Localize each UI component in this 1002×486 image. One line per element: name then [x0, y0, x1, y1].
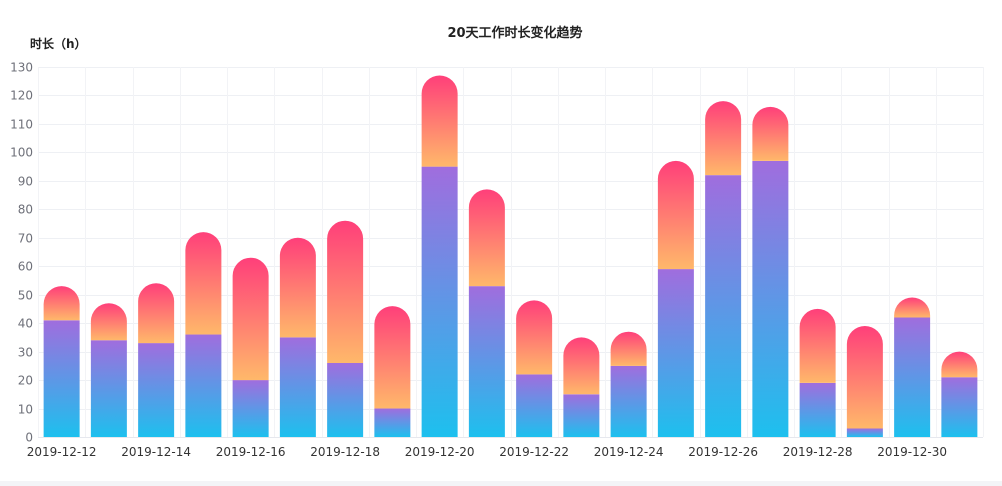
x-tick-label: 2019-12-12	[27, 445, 97, 459]
bar-segment-base[interactable]	[941, 377, 978, 437]
y-tick-label: 40	[18, 317, 33, 331]
bar-segment-base[interactable]	[516, 374, 553, 437]
x-tick-label: 2019-12-18	[310, 445, 380, 459]
bar-segment-top[interactable]	[516, 300, 553, 375]
y-tick-label: 0	[25, 431, 33, 445]
bar-segment-top[interactable]	[799, 308, 836, 383]
x-tick-label: 2019-12-28	[783, 445, 853, 459]
bar-segment-base[interactable]	[799, 382, 836, 437]
y-tick-label: 80	[18, 203, 33, 217]
grid	[38, 67, 984, 437]
y-tick-label: 110	[10, 118, 33, 132]
y-tick-label: 50	[18, 289, 33, 303]
x-tick-label: 2019-12-16	[216, 445, 286, 459]
bar-segment-base[interactable]	[374, 408, 411, 437]
y-tick-label: 10	[18, 403, 33, 417]
bar-segment-base[interactable]	[43, 320, 80, 437]
bar-segment-top[interactable]	[894, 297, 931, 318]
bar-segment-top[interactable]	[421, 75, 458, 167]
bar-segment-base[interactable]	[421, 166, 458, 437]
bar-segment-base[interactable]	[610, 365, 647, 437]
bar-segment-base[interactable]	[657, 269, 694, 437]
y-axis-label: 时长（h）	[30, 36, 87, 51]
bottom-strip	[0, 481, 1002, 486]
bar-segment-base[interactable]	[138, 343, 175, 437]
bar-segment-top[interactable]	[185, 232, 222, 335]
bar-segment-base[interactable]	[468, 286, 505, 437]
x-tick-label: 2019-12-20	[405, 445, 475, 459]
x-tick-label: 2019-12-14	[121, 445, 191, 459]
bar-segment-top[interactable]	[941, 351, 978, 378]
bar-segment-top[interactable]	[657, 160, 694, 270]
y-tick-label: 120	[10, 89, 33, 103]
bar-segment-base[interactable]	[894, 317, 931, 437]
y-tick-label: 30	[18, 346, 33, 360]
y-tick-label: 130	[10, 61, 33, 75]
bar-segment-base[interactable]	[563, 394, 600, 437]
bar-segment-base[interactable]	[846, 428, 883, 437]
y-tick-label: 100	[10, 146, 33, 160]
x-tick-label: 2019-12-30	[877, 445, 947, 459]
bar-segment-top[interactable]	[232, 257, 269, 381]
bar-segment-base[interactable]	[232, 380, 269, 437]
x-tick-label: 2019-12-26	[688, 445, 758, 459]
bar-segment-base[interactable]	[90, 340, 127, 437]
y-tick-label: 20	[18, 374, 33, 388]
bar-segment-top[interactable]	[752, 106, 789, 161]
bar-segment-top[interactable]	[374, 306, 411, 409]
bar-segment-base[interactable]	[327, 363, 364, 437]
bar-segment-top[interactable]	[610, 331, 647, 366]
bar-segment-top[interactable]	[327, 220, 364, 363]
bar-segment-top[interactable]	[563, 337, 600, 395]
bar-segment-top[interactable]	[705, 101, 742, 176]
bar-segment-base[interactable]	[185, 334, 222, 437]
bar-segment-base[interactable]	[752, 160, 789, 437]
bars	[43, 75, 978, 437]
bar-segment-top[interactable]	[138, 283, 175, 344]
bar-segment-top[interactable]	[468, 189, 505, 287]
x-tick-label: 2019-12-24	[594, 445, 664, 459]
bar-segment-top[interactable]	[846, 326, 883, 429]
chart-title: 20天工作时长变化趋势	[447, 25, 582, 41]
y-tick-label: 90	[18, 175, 33, 189]
bar-segment-base[interactable]	[279, 337, 316, 437]
x-tick-label: 2019-12-22	[499, 445, 569, 459]
bar-segment-top[interactable]	[90, 303, 127, 341]
y-tick-label: 60	[18, 260, 33, 274]
bar-segment-top[interactable]	[43, 286, 80, 321]
axes: 0 10 20 30 40 50 60 70 80 90 100 110 120 130 2019-12-1…	[10, 61, 983, 459]
bar-segment-base[interactable]	[705, 175, 742, 437]
y-tick-label: 70	[18, 232, 33, 246]
bar-segment-top[interactable]	[279, 237, 316, 338]
